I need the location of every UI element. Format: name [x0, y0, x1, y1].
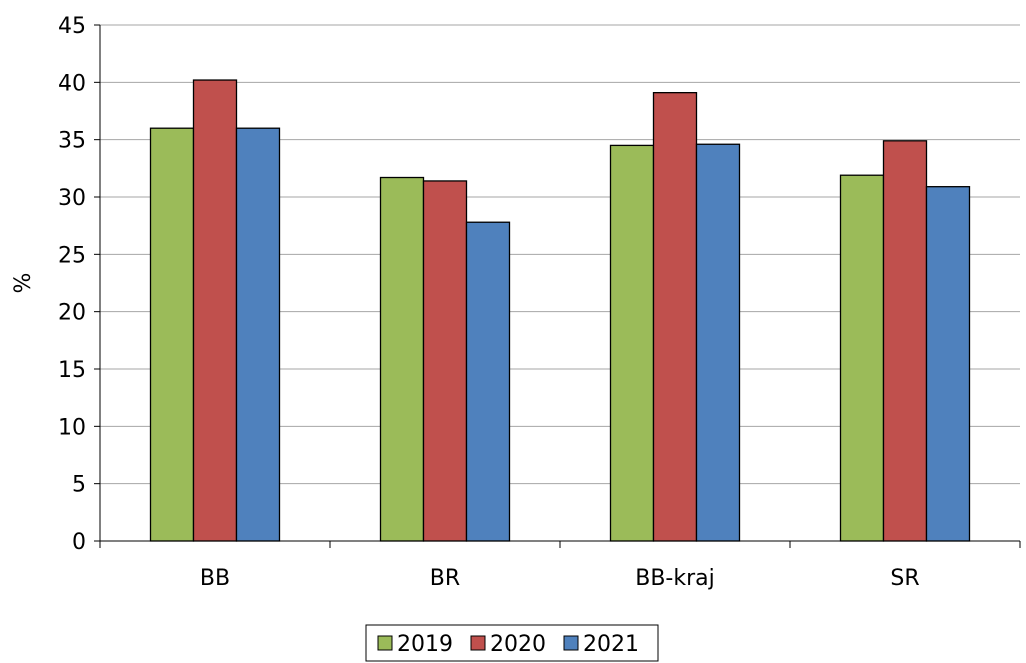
legend: 2019 2020 2021: [365, 624, 659, 662]
axes: [94, 24, 1021, 548]
x-category-label: BB-kraj: [635, 566, 715, 591]
y-tick-label: 25: [58, 243, 86, 268]
y-tick-label: 10: [58, 415, 86, 440]
bar-br-2020: [422, 180, 468, 542]
y-tick-label: 0: [72, 530, 86, 555]
y-tick-label: 30: [58, 186, 86, 211]
bar-bb-2021: [235, 127, 281, 542]
bars: [149, 79, 971, 542]
bar-sr-2019: [839, 174, 885, 542]
y-tick-label: 45: [58, 14, 86, 39]
bar-sr-2020: [882, 140, 928, 542]
bar-bb-2020: [192, 79, 238, 542]
bar-sr-2021: [925, 186, 971, 542]
bar-br-2019: [379, 176, 425, 542]
legend-swatch-2019: [377, 635, 393, 651]
bar-bb-2019: [149, 127, 195, 542]
legend-swatch-2020: [470, 635, 486, 651]
y-tick-labels: 0 5 10 15 20 25 30 35 40 45: [58, 14, 86, 555]
bar-bb-kraj-2020: [652, 92, 698, 542]
y-tick-label: 35: [58, 129, 86, 154]
legend-swatch-2021: [563, 635, 579, 651]
y-tick-label: 5: [72, 473, 86, 498]
bar-br-2021: [465, 221, 511, 542]
legend-label-2021: 2021: [583, 632, 639, 657]
bar-bb-kraj-2021: [695, 143, 741, 542]
x-category-label: SR: [890, 566, 919, 591]
x-category-label: BB: [200, 566, 230, 591]
y-tick-label: 15: [58, 358, 86, 383]
bar-bb-kraj-2019: [609, 144, 655, 542]
legend-label-2020: 2020: [490, 632, 546, 657]
y-tick-label: 40: [58, 71, 86, 96]
y-tick-label: 20: [58, 301, 86, 326]
legend-box: [365, 624, 659, 662]
legend-label-2019: 2019: [397, 632, 453, 657]
x-category-labels: BB BR BB-kraj SR: [200, 566, 920, 591]
y-axis-title: %: [11, 273, 36, 294]
x-category-label: BR: [430, 566, 460, 591]
